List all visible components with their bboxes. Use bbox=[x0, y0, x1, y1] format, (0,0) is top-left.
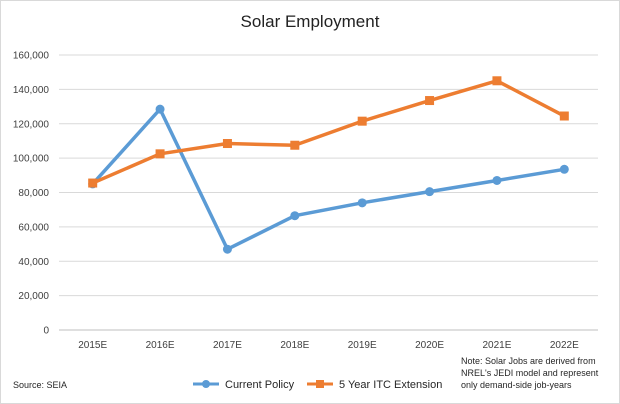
note: Note: Solar Jobs are derived from NREL's… bbox=[461, 356, 599, 390]
y-tick-label: 120,000 bbox=[13, 119, 50, 130]
x-tick-label: 2018E bbox=[280, 340, 309, 351]
note-line-1: Note: Solar Jobs are derived from bbox=[461, 356, 596, 366]
series-line-1 bbox=[90, 79, 567, 185]
x-axis-ticks: 2015E 2016E 2017E 2018E 2019E 2020E 2021E 2022E bbox=[78, 340, 579, 351]
data-point bbox=[357, 116, 367, 126]
data-point bbox=[559, 164, 569, 174]
data-point bbox=[88, 178, 98, 188]
note-line-3: only demand-side job-years bbox=[461, 380, 572, 390]
data-point bbox=[290, 140, 300, 150]
data-point bbox=[357, 198, 367, 208]
data-point bbox=[290, 211, 300, 221]
source-label: Source: SEIA bbox=[13, 380, 67, 390]
y-tick-label: 80,000 bbox=[18, 188, 49, 199]
y-tick-label: 0 bbox=[43, 326, 49, 337]
data-point bbox=[492, 175, 502, 185]
y-tick-label: 60,000 bbox=[18, 222, 49, 233]
y-tick-label: 160,000 bbox=[13, 51, 50, 62]
x-tick-label: 2016E bbox=[146, 340, 175, 351]
x-tick-label: 2022E bbox=[550, 340, 579, 351]
series-line-0 bbox=[90, 107, 567, 251]
data-point bbox=[492, 76, 502, 86]
x-tick-label: 2017E bbox=[213, 340, 242, 351]
x-tick-label: 2021E bbox=[482, 340, 511, 351]
legend-marker-itc-extension bbox=[316, 380, 324, 388]
y-tick-label: 140,000 bbox=[13, 85, 50, 96]
data-point bbox=[155, 149, 165, 159]
y-tick-label: 100,000 bbox=[13, 154, 50, 165]
data-point bbox=[155, 104, 165, 114]
series-group bbox=[88, 76, 569, 254]
x-tick-label: 2019E bbox=[348, 340, 377, 351]
y-tick-label: 40,000 bbox=[18, 257, 49, 268]
data-point bbox=[559, 111, 569, 121]
data-point bbox=[222, 244, 232, 254]
legend-label-itc-extension: 5 Year ITC Extension bbox=[339, 379, 442, 391]
note-line-2: NREL's JEDI model and represent bbox=[461, 368, 599, 378]
x-tick-label: 2020E bbox=[415, 340, 444, 351]
y-axis-ticks: 0 20,000 40,000 60,000 80,000 100,000 120,000 1… bbox=[13, 51, 50, 337]
y-tick-label: 20,000 bbox=[18, 291, 49, 302]
legend-label-current-policy: Current Policy bbox=[225, 379, 295, 391]
chart-title: Solar Employment bbox=[241, 12, 380, 31]
legend: Current Policy 5 Year ITC Extension bbox=[193, 379, 442, 391]
data-point bbox=[425, 96, 435, 106]
legend-marker-current-policy bbox=[202, 380, 210, 388]
data-point bbox=[425, 187, 435, 197]
x-tick-label: 2015E bbox=[78, 340, 107, 351]
data-point bbox=[222, 139, 232, 149]
